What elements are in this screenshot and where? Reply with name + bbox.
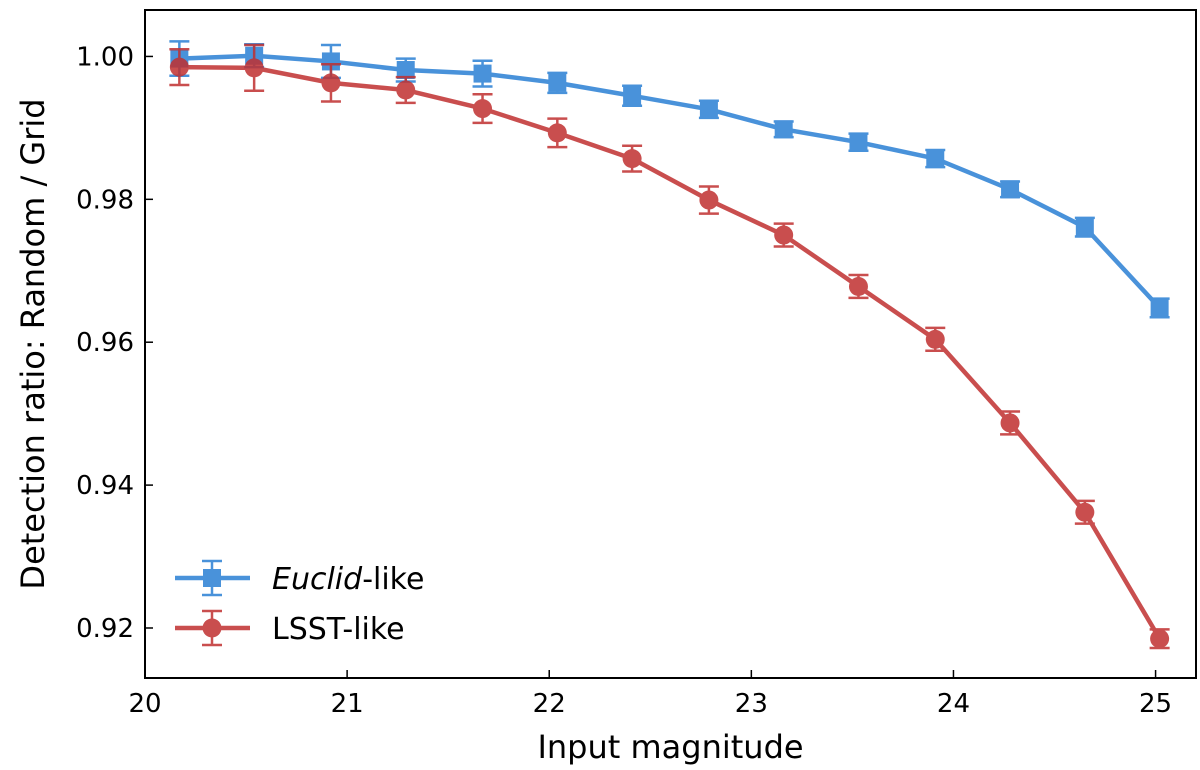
data-point: [925, 329, 945, 349]
data-point: [1000, 413, 1020, 433]
data-point: [622, 149, 642, 169]
x-tick-label: 23: [735, 689, 768, 719]
y-axis: 0.92 0.94 0.96 0.98 1.00: [76, 42, 153, 644]
data-point: [849, 133, 868, 152]
data-point: [321, 73, 341, 93]
data-point: [774, 225, 794, 245]
data-point: [926, 149, 945, 168]
x-tick-label: 21: [331, 689, 364, 719]
y-axis-title: Detection ratio: Random / Grid: [14, 98, 52, 589]
legend-entry-euclid: [175, 559, 250, 597]
y-tick-label: 0.92: [76, 614, 134, 644]
data-point: [473, 99, 493, 119]
data-point: [1075, 502, 1095, 522]
legend-entry-lsst: [175, 609, 250, 647]
x-axis-title: Input magnitude: [537, 728, 803, 766]
x-tick-label: 22: [533, 689, 566, 719]
data-point: [1150, 298, 1169, 317]
series-line: [179, 64, 1162, 640]
y-tick-label: 0.96: [76, 328, 134, 358]
data-point: [396, 80, 416, 100]
data-point: [623, 86, 642, 105]
x-tick-label: 25: [1139, 689, 1172, 719]
data-point: [1150, 629, 1170, 649]
data-point: [396, 61, 415, 80]
data-point: [699, 190, 719, 210]
x-tick-label: 24: [937, 689, 970, 719]
y-tick-label: 1.00: [76, 42, 134, 72]
data-point: [1075, 218, 1094, 237]
y-tick-label: 0.94: [76, 471, 134, 501]
x-tick-label: 20: [128, 689, 161, 719]
legend-label-lsst: LSST-like: [272, 612, 405, 647]
data-point: [169, 57, 189, 77]
data-point: [547, 123, 567, 143]
legend-label-euclid: Euclid-like: [272, 562, 424, 597]
data-point: [548, 73, 567, 92]
data-point: [1001, 180, 1020, 199]
data-point: [473, 64, 492, 83]
y-tick-label: 0.98: [76, 185, 134, 215]
legend-marker: [203, 569, 221, 587]
data-point: [848, 276, 868, 296]
plot-frame: [144, 9, 1197, 679]
legend-marker: [202, 618, 222, 638]
plot-area: [169, 40, 1170, 650]
series-lsst: [169, 43, 1170, 650]
series-line: [179, 53, 1162, 310]
data-point: [699, 100, 718, 119]
data-point: [321, 52, 340, 71]
data-point: [244, 58, 264, 78]
legend: Euclid-like LSST-like: [175, 559, 424, 647]
x-axis: 20 21 22 23 24 25: [128, 670, 1172, 719]
data-point: [774, 120, 793, 139]
